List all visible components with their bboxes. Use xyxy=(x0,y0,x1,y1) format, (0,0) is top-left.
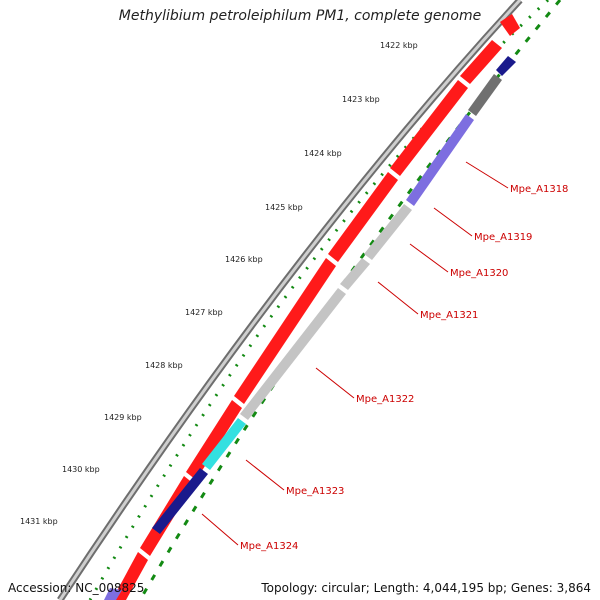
forward-gene[interactable] xyxy=(112,552,148,600)
leader-line xyxy=(201,513,239,546)
reverse-gene[interactable] xyxy=(364,204,412,260)
reverse-gene[interactable] xyxy=(202,418,246,470)
tick-labels: 1422 kbp 1423 kbp 1424 kbp 1425 kbp 1426… xyxy=(20,41,418,526)
forward-gene[interactable] xyxy=(234,258,336,404)
reverse-gene[interactable] xyxy=(104,588,122,600)
gene-label-mpe-a1324[interactable]: Mpe_A1324 xyxy=(240,541,298,552)
gene-label-mpe-a1323[interactable]: Mpe_A1323 xyxy=(286,486,344,497)
reverse-gene[interactable] xyxy=(468,74,502,116)
leader-line xyxy=(409,243,449,273)
tick-label: 1422 kbp xyxy=(380,41,418,50)
gene-leader-lines xyxy=(201,161,509,546)
tick-label: 1427 kbp xyxy=(185,308,223,317)
tick-label: 1423 kbp xyxy=(342,95,380,104)
reverse-strand-genes xyxy=(104,56,516,600)
reverse-gene[interactable] xyxy=(240,288,346,420)
tick-label: 1425 kbp xyxy=(265,203,303,212)
tick-label: 1430 kbp xyxy=(62,465,100,474)
leader-line xyxy=(465,161,509,189)
tick-label: 1426 kbp xyxy=(225,255,263,264)
accession-text: Accession: NC_008825 xyxy=(8,581,145,595)
forward-gene[interactable] xyxy=(500,14,520,36)
leader-line xyxy=(245,459,285,491)
gene-label-mpe-a1321[interactable]: Mpe_A1321 xyxy=(420,310,478,321)
leader-line xyxy=(433,207,473,237)
leader-line xyxy=(377,281,419,315)
gene-label-mpe-a1320[interactable]: Mpe_A1320 xyxy=(450,268,508,279)
tick-label: 1431 kbp xyxy=(20,517,58,526)
reverse-gene[interactable] xyxy=(340,258,370,290)
reverse-gene[interactable] xyxy=(496,56,516,76)
gene-label-mpe-a1322[interactable]: Mpe_A1322 xyxy=(356,394,414,405)
gene-label-mpe-a1319[interactable]: Mpe_A1319 xyxy=(474,232,532,243)
genome-backbone-highlight xyxy=(58,0,522,600)
forward-gene[interactable] xyxy=(390,80,468,176)
reverse-gene[interactable] xyxy=(406,114,474,206)
outer-scale-ring xyxy=(88,0,550,600)
tick-label: 1428 kbp xyxy=(145,361,183,370)
forward-gene[interactable] xyxy=(328,172,398,262)
genome-summary-text: Topology: circular; Length: 4,044,195 bp… xyxy=(261,581,591,595)
forward-gene[interactable] xyxy=(460,40,502,84)
gene-labels: Mpe_A1318 Mpe_A1319 Mpe_A1320 Mpe_A1321 … xyxy=(240,184,568,552)
tick-label: 1424 kbp xyxy=(304,149,342,158)
inner-scale-ring xyxy=(138,0,562,600)
map-title: Methylibium petroleiphilum PM1, complete… xyxy=(118,8,482,24)
gene-label-mpe-a1318[interactable]: Mpe_A1318 xyxy=(510,184,568,195)
leader-line xyxy=(315,367,355,399)
reverse-gene[interactable] xyxy=(152,468,208,534)
tick-label: 1429 kbp xyxy=(104,413,142,422)
forward-gene[interactable] xyxy=(186,400,242,480)
